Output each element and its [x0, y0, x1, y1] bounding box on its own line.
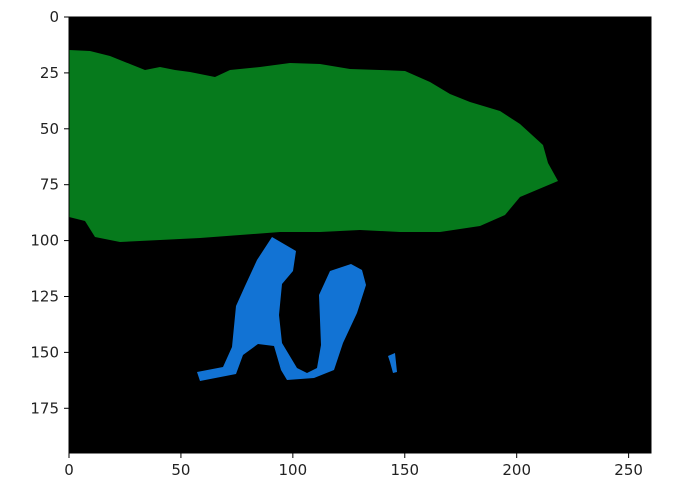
x-tick-label: 100 — [279, 461, 308, 479]
y-tick-label: 25 — [40, 64, 59, 82]
x-tick-label: 250 — [614, 461, 643, 479]
y-tick-label: 100 — [30, 232, 59, 250]
x-tick-label: 200 — [502, 461, 531, 479]
green-region — [69, 50, 558, 242]
y-tick-label: 50 — [40, 120, 59, 138]
x-tick-label: 0 — [64, 461, 74, 479]
y-axis: 0 25 50 75 100 125 150 175 — [30, 8, 69, 417]
x-tick-label: 150 — [390, 461, 419, 479]
y-tick-label: 0 — [49, 8, 59, 26]
plot-frame — [68, 16, 652, 454]
y-tick-label: 175 — [30, 399, 59, 417]
x-axis: 0 50 100 150 200 250 — [64, 453, 643, 479]
y-tick-label: 125 — [30, 287, 59, 305]
y-tick-label: 75 — [40, 176, 59, 194]
blue-region-small — [388, 353, 397, 373]
y-tick-label: 150 — [30, 343, 59, 361]
x-tick-label: 50 — [171, 461, 190, 479]
blue-region-main — [197, 237, 366, 381]
